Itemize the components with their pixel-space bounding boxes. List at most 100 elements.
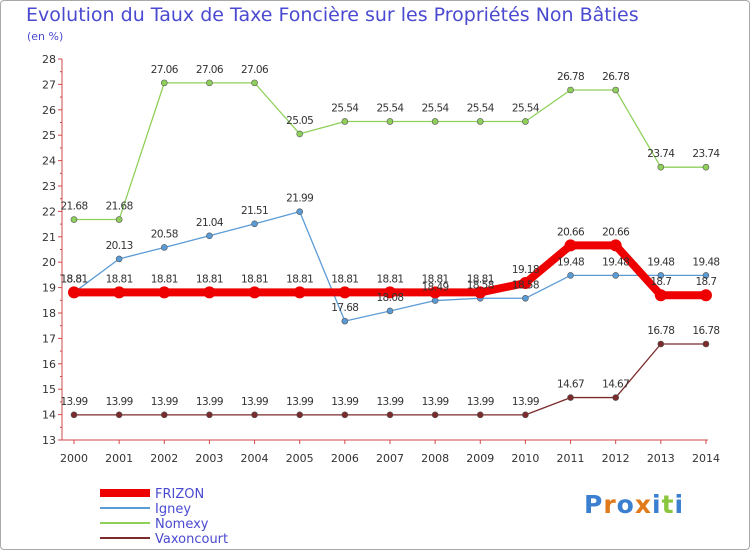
data-label-frizon: 18.81 xyxy=(196,273,223,285)
data-label-igney: 20.58 xyxy=(151,228,178,240)
x-tick-label: 2004 xyxy=(241,452,269,465)
data-label-frizon: 18.81 xyxy=(106,273,133,285)
data-label-vaxoncourt: 13.99 xyxy=(512,396,539,408)
data-label-vaxoncourt: 13.99 xyxy=(106,396,133,408)
data-point-nomexy xyxy=(522,118,529,125)
data-label-frizon: 20.66 xyxy=(602,226,630,238)
data-label-nomexy: 21.68 xyxy=(106,201,133,213)
y-tick-label: 27 xyxy=(42,78,56,91)
data-point-igney xyxy=(702,272,710,279)
series-nomexy xyxy=(70,79,710,223)
data-point-nomexy xyxy=(206,79,213,87)
y-tick-label: 20 xyxy=(42,256,56,269)
data-point-vaxoncourt xyxy=(431,411,439,419)
data-label-vaxoncourt: 13.99 xyxy=(60,396,87,408)
data-label-nomexy: 23.74 xyxy=(647,148,675,160)
data-label-igney: 17.68 xyxy=(331,302,358,314)
data-label-frizon: 18.7 xyxy=(695,276,716,288)
data-point-frizon xyxy=(158,286,171,299)
data-label-frizon: 18.81 xyxy=(60,273,87,285)
data-label-frizon: 20.66 xyxy=(557,226,585,238)
x-tick-label: 2012 xyxy=(602,452,630,465)
data-point-vaxoncourt xyxy=(567,394,574,401)
data-point-nomexy xyxy=(160,79,168,87)
data-label-nomexy: 25.54 xyxy=(422,102,450,114)
data-point-igney xyxy=(657,272,665,279)
data-point-vaxoncourt xyxy=(206,411,213,419)
data-label-frizon: 19.18 xyxy=(512,264,539,276)
data-point-igney xyxy=(115,255,123,263)
data-label-igney: 18.58 xyxy=(512,279,539,291)
data-label-nomexy: 25.54 xyxy=(331,102,359,114)
data-point-vaxoncourt xyxy=(70,411,78,419)
data-label-nomexy: 27.06 xyxy=(241,64,269,76)
data-point-igney xyxy=(386,307,394,315)
logo-letter: P xyxy=(584,490,604,519)
y-tick-label: 14 xyxy=(42,409,56,422)
data-point-vaxoncourt xyxy=(115,411,123,419)
data-label-igney: 18.81 xyxy=(60,273,87,285)
data-label-vaxoncourt: 13.99 xyxy=(331,396,358,408)
logo-letter: o xyxy=(616,490,635,519)
data-label-frizon: 18.81 xyxy=(331,273,358,285)
data-label-nomexy: 25.54 xyxy=(467,102,495,114)
data-label-frizon: 18.7 xyxy=(650,276,671,288)
data-label-igney: 19.48 xyxy=(692,256,719,268)
data-point-vaxoncourt xyxy=(612,394,619,401)
x-tick-label: 2009 xyxy=(466,452,494,465)
data-label-igney: 21.51 xyxy=(241,205,268,217)
data-point-frizon xyxy=(519,277,532,290)
legend-label-vaxoncourt: Vaxoncourt xyxy=(155,532,228,547)
y-tick-label: 15 xyxy=(42,383,56,396)
data-point-vaxoncourt xyxy=(386,411,394,419)
logo-letter: i xyxy=(674,490,685,519)
x-tick-label: 2010 xyxy=(511,452,539,465)
logo-letter: x xyxy=(634,490,652,519)
data-point-igney xyxy=(251,220,258,228)
data-point-nomexy xyxy=(431,118,439,125)
data-point-nomexy xyxy=(657,163,665,171)
legend-label-nomexy: Nomexy xyxy=(155,517,209,532)
y-tick-label: 28 xyxy=(42,53,56,66)
y-tick-label: 18 xyxy=(42,307,56,320)
data-point-vaxoncourt xyxy=(476,411,484,419)
legend-item-vaxoncourt: Vaxoncourt xyxy=(100,532,228,547)
data-point-igney xyxy=(612,272,619,279)
data-point-vaxoncourt xyxy=(296,411,304,419)
y-tick-label: 17 xyxy=(42,332,56,345)
data-label-vaxoncourt: 13.99 xyxy=(422,396,449,408)
data-label-nomexy: 23.74 xyxy=(692,148,720,160)
chart-subtitle: (en %) xyxy=(27,30,64,43)
x-tick-label: 2000 xyxy=(60,452,88,465)
data-point-igney xyxy=(431,297,439,304)
data-label-igney: 18.58 xyxy=(467,279,494,291)
data-point-vaxoncourt xyxy=(657,340,665,348)
x-tick-label: 2013 xyxy=(647,452,675,465)
data-label-nomexy: 21.68 xyxy=(60,201,87,213)
data-point-frizon xyxy=(338,286,351,299)
logo-letter: r xyxy=(603,490,617,519)
data-label-igney: 19.48 xyxy=(647,256,674,268)
data-point-nomexy xyxy=(567,86,574,94)
y-tick-label: 21 xyxy=(42,231,56,244)
y-tick-label: 22 xyxy=(42,205,56,218)
data-point-igney xyxy=(522,294,529,302)
data-label-igney: 21.99 xyxy=(286,193,313,205)
data-label-vaxoncourt: 13.99 xyxy=(196,396,223,408)
data-point-frizon xyxy=(609,239,622,252)
x-tick-label: 2003 xyxy=(195,452,223,465)
data-point-igney xyxy=(341,317,349,325)
y-tick-label: 24 xyxy=(42,155,56,168)
data-point-frizon xyxy=(654,289,667,302)
data-point-nomexy xyxy=(386,118,394,125)
data-point-frizon xyxy=(699,289,712,302)
data-point-vaxoncourt xyxy=(341,411,349,419)
data-point-frizon xyxy=(564,239,577,252)
series-vaxoncourt xyxy=(70,340,710,419)
data-label-vaxoncourt: 14.67 xyxy=(557,379,584,391)
series-igney xyxy=(70,208,710,325)
x-tick-label: 2006 xyxy=(331,452,359,465)
x-tick-label: 2001 xyxy=(105,452,133,465)
y-tick-label: 19 xyxy=(42,282,56,295)
